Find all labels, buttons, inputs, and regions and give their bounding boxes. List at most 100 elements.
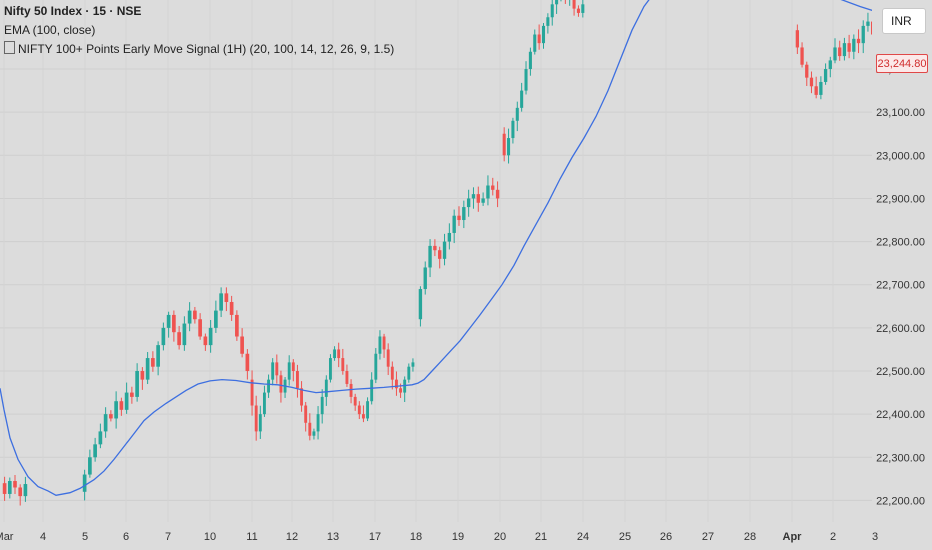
time-tick-label: 2 <box>830 531 836 543</box>
candle-body <box>240 336 244 354</box>
candle-body <box>418 289 423 320</box>
candle-body <box>411 362 415 367</box>
candle-body <box>219 293 223 311</box>
candle-body <box>795 30 799 48</box>
candle-body <box>357 405 361 415</box>
time-tick-label: 25 <box>619 531 631 543</box>
time-tick-label: 13 <box>327 531 339 543</box>
candle-body <box>852 38 856 52</box>
candle-body <box>124 392 129 410</box>
candle-body <box>382 336 386 350</box>
candle-body <box>258 414 262 432</box>
candle-body <box>861 25 865 44</box>
price-axis[interactable]: 23,200.0023,100.0023,000.0022,900.0022,8… <box>872 0 932 550</box>
candle-body <box>161 327 166 346</box>
candle-body <box>166 314 171 328</box>
candle-body <box>262 392 266 415</box>
candle-body <box>267 379 271 393</box>
time-tick-label: 28 <box>744 531 756 543</box>
candle-body <box>370 379 374 402</box>
time-tick-label: 4 <box>40 531 46 543</box>
candle-body <box>486 185 490 199</box>
candle-body <box>491 185 495 190</box>
candle-body <box>208 327 213 346</box>
candle-body <box>172 314 176 333</box>
time-tick-label: 12 <box>286 531 298 543</box>
candle-body <box>433 245 437 251</box>
candle-body <box>88 457 92 475</box>
time-tick-label: Apr <box>783 531 803 543</box>
candle-body <box>428 245 432 268</box>
candle-body <box>361 414 365 419</box>
legend-ema[interactable]: EMA (100, close) <box>4 23 96 37</box>
candle-body <box>308 422 312 436</box>
candle-body <box>353 396 357 406</box>
candle-body <box>842 43 847 57</box>
candle-body <box>809 77 814 87</box>
legend-instrument[interactable]: Nifty 50 Index · 15 · NSE <box>4 4 142 18</box>
candle-body <box>833 47 837 61</box>
price-tick-label: 22,300.00 <box>876 452 925 464</box>
candle-body <box>546 17 550 26</box>
currency-button[interactable]: INR <box>882 8 926 34</box>
candle-body <box>550 4 554 18</box>
last-price-label: 23,244.80 <box>876 54 928 73</box>
price-tick-label: 22,900.00 <box>876 193 925 205</box>
candle-body <box>279 375 283 393</box>
candle-body <box>838 47 842 57</box>
candle-body <box>177 332 181 346</box>
candle-body <box>349 383 353 397</box>
candle-body <box>341 358 345 372</box>
candle-body <box>156 345 160 367</box>
time-tick-label: 24 <box>577 531 589 543</box>
time-tick-label: 19 <box>452 531 464 543</box>
candle-body <box>481 198 485 203</box>
price-tick-label: 22,600.00 <box>876 323 925 335</box>
grid <box>0 68 872 501</box>
candle-body <box>193 310 197 320</box>
candle-body <box>82 474 87 492</box>
candle-body <box>447 232 452 242</box>
time-tick-label: 3 <box>872 531 878 543</box>
chart-legend: Nifty 50 Index · 15 · NSE EMA (100, clos… <box>4 2 394 59</box>
candle-body <box>337 349 341 359</box>
time-tick-label: 18 <box>410 531 422 543</box>
candle-body <box>287 362 291 380</box>
time-tick-label: 7 <box>165 531 171 543</box>
candle-body <box>320 396 324 415</box>
candle-body <box>23 484 28 497</box>
candle-body <box>130 392 134 397</box>
candle-body <box>198 319 202 337</box>
candle-body <box>275 362 279 376</box>
candle-body <box>847 43 851 52</box>
candle-body <box>423 267 427 290</box>
candle-body <box>407 366 411 380</box>
candle-body <box>187 310 192 324</box>
price-tick-label: 22,800.00 <box>876 237 925 249</box>
candle-body <box>135 371 139 397</box>
candle-body <box>300 388 304 406</box>
candle-body <box>333 349 337 359</box>
candle-body <box>13 481 17 488</box>
candle-body <box>291 362 295 372</box>
ema-polyline <box>0 0 881 496</box>
legend-indicator[interactable]: NIFTY 100+ Points Early Move Signal (1H)… <box>4 40 394 59</box>
candle-body <box>442 241 447 259</box>
time-tick-label: 10 <box>204 531 216 543</box>
candle-body <box>295 371 299 389</box>
candles <box>2 0 877 506</box>
time-axis[interactable]: Mar 4 5 6 7 10 11 12 13 17 18 19 20 21 24 25 26 27 28 Apr 2 3 <box>0 531 878 543</box>
candle-body <box>476 194 480 203</box>
candle-body <box>203 336 208 346</box>
time-tick-label: 5 <box>82 531 88 543</box>
candle-body <box>528 51 532 70</box>
time-tick-label: 11 <box>246 531 257 543</box>
candle-body <box>533 34 537 52</box>
candle-body <box>145 358 150 380</box>
candle-body <box>390 366 394 380</box>
candle-body <box>378 336 382 354</box>
candle-body <box>2 483 7 494</box>
candle-body <box>457 215 461 221</box>
